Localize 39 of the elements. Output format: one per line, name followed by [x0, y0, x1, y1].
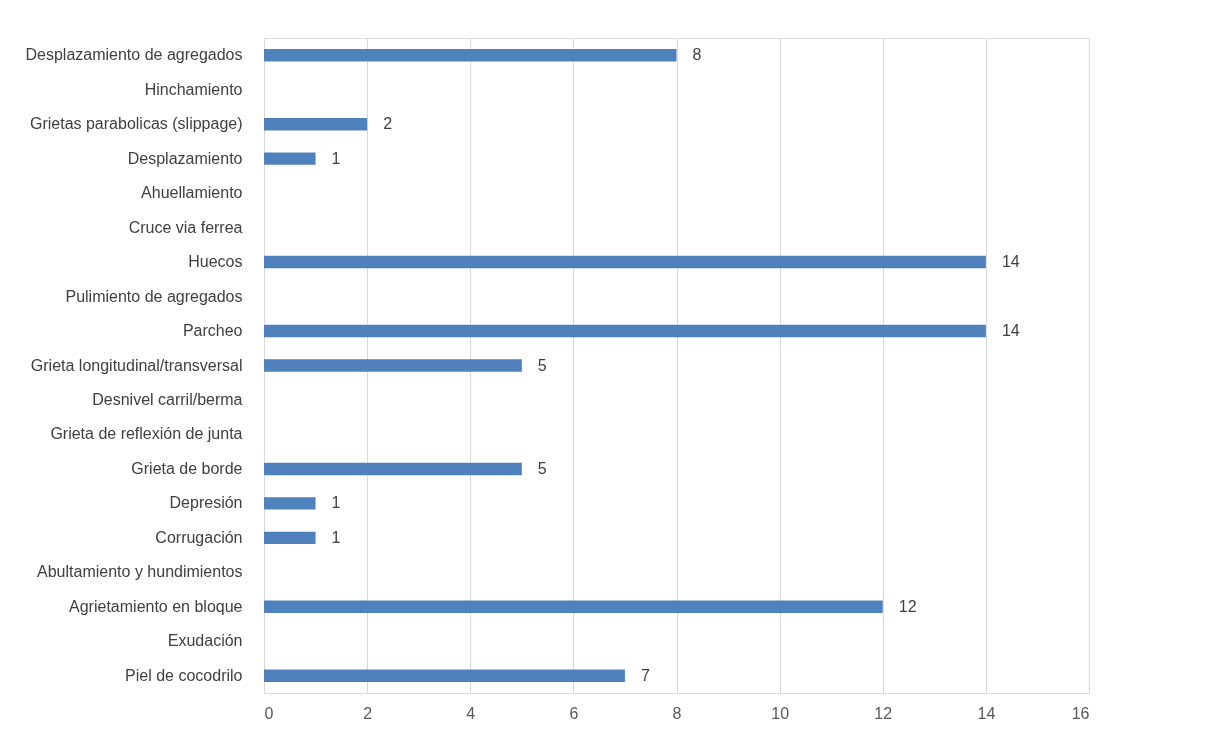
y-tick-label: Depresión	[169, 494, 243, 512]
y-tick-label: Grieta longitudinal/transversal	[30, 356, 243, 374]
data-label: 14	[1001, 253, 1020, 271]
x-tick-label: 16	[1071, 704, 1090, 722]
data-label: 2	[383, 115, 393, 133]
y-tick-label: Desplazamiento de agregados	[25, 46, 243, 64]
data-label: 14	[1001, 322, 1020, 340]
data-label: 1	[331, 494, 341, 512]
data-label: 1	[331, 528, 341, 546]
y-tick-label: Grieta de reflexión de junta	[50, 425, 243, 443]
y-tick-label: Pulimiento de agregados	[65, 287, 243, 305]
y-tick-label: Desplazamiento	[127, 149, 243, 167]
y-tick-label: Grietas parabolicas (slippage)	[29, 115, 243, 133]
y-tick-label: Grieta de borde	[131, 459, 243, 477]
y-tick-label: Agrietamiento en bloque	[69, 597, 243, 615]
x-tick-label: 6	[569, 704, 579, 722]
data-label: 5	[537, 459, 547, 477]
y-tick-label: Hinchamiento	[144, 80, 243, 98]
data-label: 8	[692, 46, 702, 64]
x-tick-label: 10	[771, 704, 790, 722]
x-tick-label: 0	[264, 704, 274, 722]
y-tick-label: Piel de cocodrilo	[125, 666, 243, 684]
data-label: 1	[331, 149, 341, 167]
x-tick-label: 2	[363, 704, 373, 722]
data-label: 12	[898, 597, 917, 615]
y-tick-label: Cruce via ferrea	[128, 218, 243, 236]
x-tick-label: 14	[977, 704, 996, 722]
y-tick-label: Parcheo	[182, 322, 243, 340]
y-tick-label: Exudación	[167, 632, 243, 650]
data-label: 7	[640, 666, 650, 684]
data-label: 5	[537, 356, 547, 374]
y-tick-label: Corrugación	[155, 528, 243, 546]
x-tick-label: 8	[672, 704, 682, 722]
y-tick-label: Abultamiento y hundimientos	[37, 563, 243, 581]
y-tick-label: Desnivel carril/berma	[92, 390, 243, 408]
x-tick-label: 12	[874, 704, 893, 722]
y-tick-label: Huecos	[188, 253, 243, 271]
x-tick-label: 4	[466, 704, 476, 722]
y-tick-label: Ahuellamiento	[141, 184, 243, 202]
